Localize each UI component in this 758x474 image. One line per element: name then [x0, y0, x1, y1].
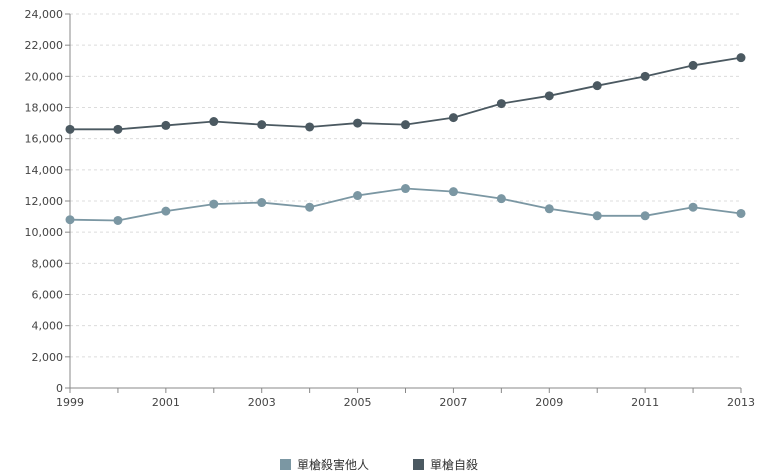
x-tick-label: 1999: [56, 396, 84, 409]
y-tick-label: 10,000: [25, 226, 64, 239]
data-point-0: [448, 187, 458, 197]
legend-label-homicide: 單槍殺害他人: [296, 458, 369, 472]
data-point-0: [544, 204, 554, 214]
y-tick-label: 2,000: [32, 351, 64, 364]
data-point-1: [592, 81, 602, 91]
legend: 單槍殺害他人 單槍自殺: [0, 456, 758, 473]
data-point-0: [305, 202, 315, 212]
y-tick-label: 0: [56, 382, 63, 395]
legend-item-suicide: 單槍自殺: [413, 456, 478, 473]
data-point-0: [592, 211, 602, 221]
data-point-1: [496, 99, 506, 109]
y-tick-label: 16,000: [25, 133, 64, 146]
y-axis-ticks: 0 2,000 4,000 6,000 8,000 10,000 12,000 14,000 1…: [25, 8, 70, 395]
data-point-1: [65, 124, 75, 134]
y-tick-label: 6,000: [32, 289, 64, 302]
x-tick-label: 2011: [631, 396, 659, 409]
y-tick-label: 8,000: [32, 257, 64, 270]
data-point-0: [65, 215, 75, 225]
y-tick-label: 20,000: [25, 70, 64, 83]
data-point-1: [113, 124, 123, 134]
x-tick-label: 2001: [152, 396, 180, 409]
data-point-0: [688, 202, 698, 212]
x-tick-label: 2009: [535, 396, 563, 409]
series-line-0: [69, 187, 742, 222]
data-point-0: [257, 198, 267, 208]
legend-label-suicide: 單槍自殺: [430, 458, 479, 472]
y-tick-label: 22,000: [25, 39, 64, 52]
data-point-0: [161, 206, 171, 216]
data-point-0: [401, 184, 410, 194]
x-tick-label: 2013: [727, 396, 755, 409]
data-point-0: [640, 211, 650, 221]
y-tick-label: 24,000: [25, 8, 64, 21]
data-point-1: [161, 120, 171, 130]
y-tick-label: 12,000: [25, 195, 64, 208]
data-point-0: [496, 194, 506, 204]
y-tick-label: 14,000: [25, 164, 64, 177]
series-line-1: [70, 56, 742, 131]
x-tick-label: 2007: [439, 396, 467, 409]
data-point-1: [209, 117, 219, 127]
x-tick-label: 2005: [344, 396, 372, 409]
x-axis-ticks: 1999 2001 2003 2005 2007 2009 2011 2013: [56, 388, 755, 409]
data-point-1: [401, 120, 410, 130]
y-tick-label: 4,000: [32, 320, 64, 333]
data-point-1: [305, 122, 315, 132]
legend-swatch-suicide: [413, 459, 424, 470]
data-point-1: [544, 91, 554, 101]
series-layer: [65, 53, 746, 225]
data-point-1: [353, 118, 363, 128]
data-point-0: [209, 199, 219, 209]
data-point-0: [353, 191, 363, 201]
data-point-1: [257, 120, 267, 130]
data-point-1: [688, 60, 698, 70]
data-point-0: [736, 208, 746, 218]
data-point-0: [113, 215, 123, 225]
data-point-1: [640, 71, 650, 81]
gridlines: [70, 13, 741, 358]
data-point-1: [448, 113, 458, 123]
legend-item-homicide: 單槍殺害他人: [279, 456, 369, 473]
legend-swatch-homicide: [279, 459, 291, 470]
x-tick-label: 2003: [248, 396, 276, 409]
data-point-1: [736, 53, 746, 63]
y-tick-label: 18,000: [25, 102, 64, 115]
